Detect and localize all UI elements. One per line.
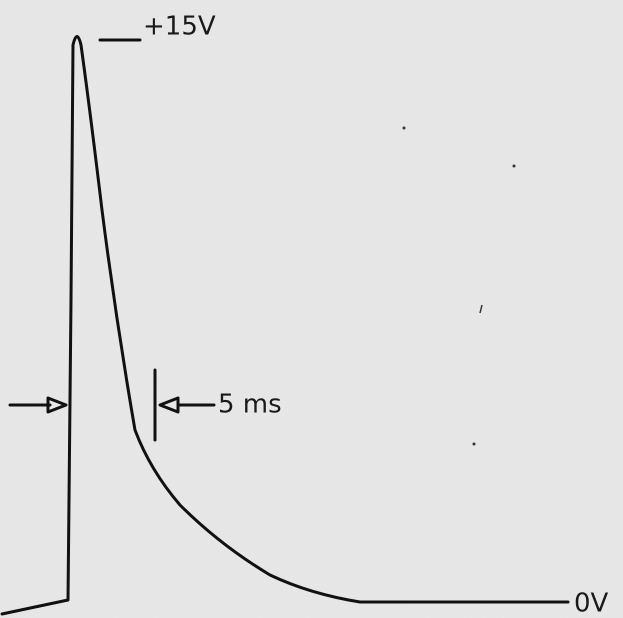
paper-texture (0, 0, 623, 618)
peak-voltage-label: +15V (143, 12, 216, 42)
speck (473, 443, 476, 446)
speck (513, 165, 516, 168)
baseline-voltage-label: 0V (574, 589, 609, 618)
pulse-diagram: +15V 5 ms 0V (0, 0, 623, 618)
pulse-width-label: 5 ms (218, 390, 282, 420)
page: +15V 5 ms 0V (() => { const data = JSON.… (0, 0, 623, 618)
speck (403, 127, 406, 130)
